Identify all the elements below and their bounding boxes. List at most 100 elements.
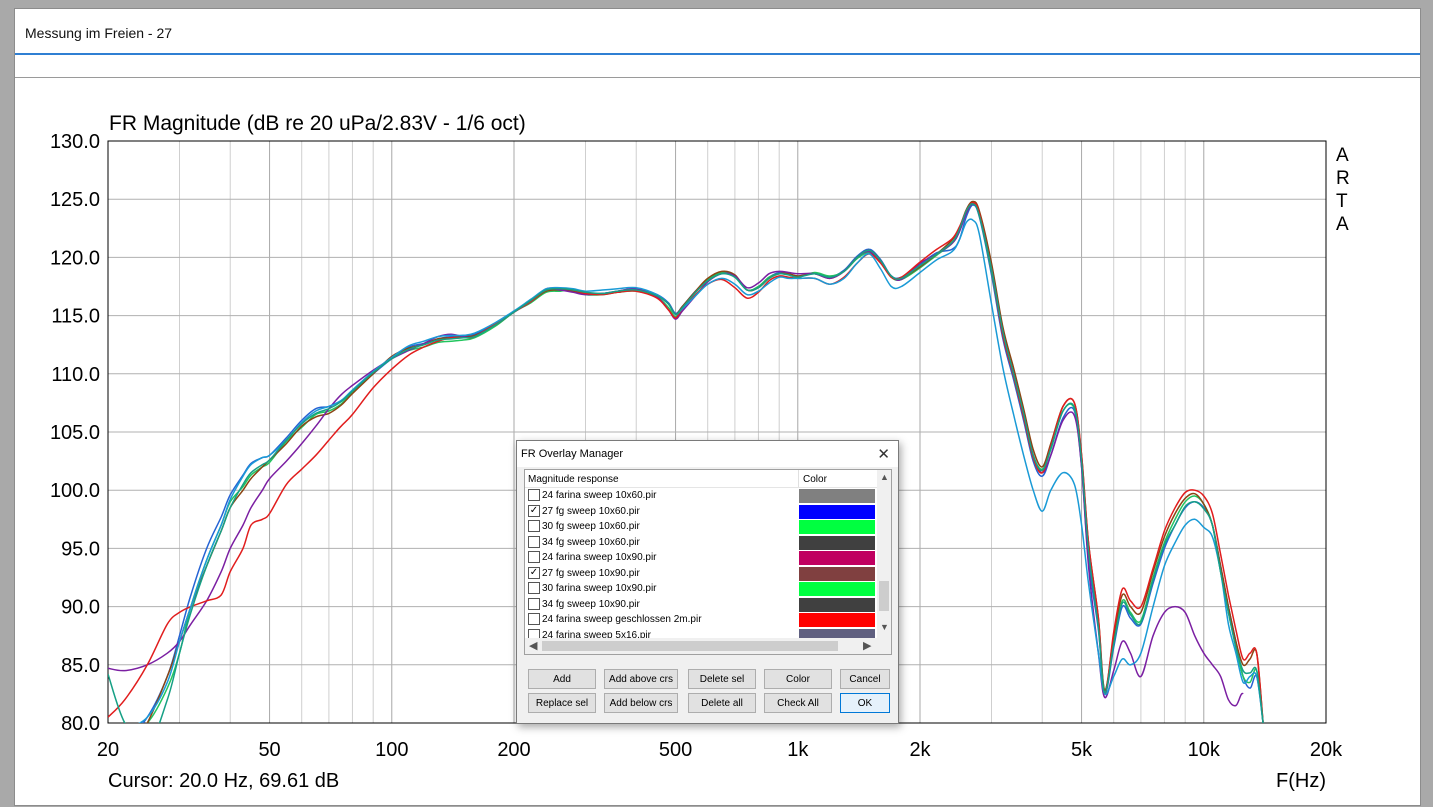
series-line-5 (108, 201, 1264, 723)
overlay-checkbox[interactable] (528, 520, 540, 532)
delete-all-button[interactable]: Delete all (688, 693, 756, 713)
y-axis-ticks: 130.0 125.0 120.0 115.0 110.0 105.0 100.0 95.0 9… (50, 131, 100, 735)
scroll-down-icon[interactable]: ▼ (880, 622, 889, 632)
column-divider[interactable] (798, 470, 799, 487)
scroll-up-icon[interactable]: ▲ (880, 472, 889, 482)
arta-letter: T (1336, 191, 1348, 212)
overlay-list-item[interactable]: ✓ 27 fg sweep 10x90.pir (525, 566, 877, 581)
overlay-item-label: 30 fg sweep 10x60.pir (542, 521, 640, 532)
overlay-item-label: 27 fg sweep 10x90.pir (542, 567, 640, 579)
overlay-checkbox[interactable] (528, 613, 540, 625)
list-header: Magnitude response Color (525, 470, 877, 488)
arta-letter: A (1336, 145, 1349, 166)
overlay-item-label: 24 farina sweep 5x16.pir (542, 629, 651, 641)
y-tick-label: 100.0 (50, 480, 100, 502)
app-window: Messung im Freien - 27 FR Magnitude (dB … (14, 8, 1421, 806)
color-swatch[interactable] (799, 613, 875, 627)
add-above-cursor-button[interactable]: Add above crs (604, 669, 678, 689)
delete-selected-button[interactable]: Delete sel (688, 669, 756, 689)
series-line-6 (138, 218, 1264, 723)
overlay-list-item[interactable]: 24 farina sweep 10x90.pir (525, 550, 877, 565)
x-tick-label: 500 (659, 739, 692, 761)
overlay-checkbox[interactable] (528, 535, 540, 548)
overlay-list-item[interactable]: 30 farina sweep 10x90.pir (525, 581, 877, 596)
overlay-item-label: 24 farina sweep 10x90.pir (542, 552, 657, 563)
x-tick-label: 2k (909, 739, 931, 761)
x-tick-label: 1k (787, 739, 809, 761)
y-tick-label: 130.0 (50, 131, 100, 153)
overlay-list-item[interactable]: 34 fg sweep 10x90.pir (525, 597, 877, 612)
column-header-color[interactable]: Color (803, 474, 827, 485)
color-swatch[interactable] (799, 520, 875, 534)
overlay-item-label: 30 farina sweep 10x90.pir (542, 583, 657, 594)
cursor-readout: Cursor: 20.0 Hz, 69.61 dB (108, 770, 339, 792)
overlay-item-label: 34 fg sweep 10x90.pir (542, 598, 640, 610)
color-swatch[interactable] (799, 504, 875, 519)
chart-series (108, 200, 1264, 723)
replace-selected-button[interactable]: Replace sel (528, 693, 596, 713)
column-header-name[interactable]: Magnitude response (528, 474, 619, 485)
color-swatch[interactable] (799, 566, 875, 581)
overlay-list-item[interactable]: 34 fg sweep 10x60.pir (525, 535, 877, 550)
y-tick-label: 90.0 (61, 597, 100, 619)
divider (15, 77, 1420, 78)
color-swatch[interactable] (799, 551, 875, 565)
close-icon[interactable]: ✕ (877, 446, 890, 463)
y-tick-label: 105.0 (50, 422, 100, 444)
overlay-list-item[interactable]: 30 fg sweep 10x60.pir (525, 519, 877, 534)
scroll-right-icon[interactable]: ▶ (863, 640, 872, 652)
overlay-checkbox[interactable] (528, 489, 540, 501)
title-bar: Messung im Freien - 27 (15, 9, 1420, 55)
horizontal-scroll-thumb[interactable] (542, 641, 838, 651)
window-title: Messung im Freien - 27 (25, 25, 173, 41)
x-axis-ticks: 20 50 100 200 500 1k 2k 5k 10k 20k (97, 739, 1343, 761)
overlay-item-label: 24 farina sweep geschlossen 2m.pir (542, 614, 702, 625)
y-tick-label: 120.0 (50, 247, 100, 269)
series-line-7 (108, 203, 1264, 723)
y-tick-label: 110.0 (51, 364, 100, 386)
overlay-checkbox[interactable] (528, 582, 540, 594)
horizontal-scrollbar[interactable]: ◀ ▶ (525, 638, 891, 654)
add-button[interactable]: Add (528, 669, 596, 689)
x-tick-label: 10k (1188, 739, 1221, 761)
color-swatch[interactable] (799, 597, 875, 612)
y-tick-label: 85.0 (61, 655, 100, 677)
overlay-list-item[interactable]: ✓ 27 fg sweep 10x60.pir (525, 504, 877, 519)
color-button[interactable]: Color (764, 669, 832, 689)
overlay-checkbox[interactable] (528, 597, 540, 610)
x-tick-label: 20k (1310, 739, 1343, 761)
overlay-list-item[interactable]: 24 farina sweep geschlossen 2m.pir (525, 612, 877, 627)
y-tick-label: 115.0 (51, 306, 100, 328)
y-tick-label: 125.0 (50, 189, 100, 211)
x-tick-label: 5k (1071, 739, 1093, 761)
overlay-list[interactable]: Magnitude response Color 24 farina sweep… (524, 469, 892, 655)
vertical-scrollbar[interactable]: ▲ ▼ (877, 470, 891, 638)
fr-overlay-manager-dialog: FR Overlay Manager ✕ Magnitude response … (516, 440, 899, 724)
check-all-button[interactable]: Check All (764, 693, 832, 713)
x-tick-label: 100 (375, 739, 408, 761)
arta-letter: A (1336, 214, 1349, 235)
overlay-list-item[interactable]: 24 farina sweep 10x60.pir (525, 488, 877, 503)
color-swatch[interactable] (799, 582, 875, 596)
color-swatch[interactable] (799, 489, 875, 503)
overlay-item-label: 27 fg sweep 10x60.pir (542, 505, 640, 517)
x-tick-label: 200 (497, 739, 530, 761)
y-tick-label: 95.0 (61, 538, 100, 560)
overlay-checkbox[interactable]: ✓ (528, 504, 540, 517)
overlay-item-label: 34 fg sweep 10x60.pir (542, 536, 640, 548)
dialog-title-bar[interactable]: FR Overlay Manager ✕ (517, 441, 898, 467)
chart-title: FR Magnitude (dB re 20 uPa/2.83V - 1/6 o… (109, 112, 526, 135)
ok-button[interactable]: OK (840, 693, 890, 713)
overlay-checkbox[interactable] (528, 551, 540, 563)
color-swatch[interactable] (799, 535, 875, 550)
x-tick-label: 50 (258, 739, 280, 761)
overlay-checkbox[interactable]: ✓ (528, 566, 540, 579)
add-below-cursor-button[interactable]: Add below crs (604, 693, 678, 713)
scroll-left-icon[interactable]: ◀ (529, 640, 538, 652)
x-axis-label: F(Hz) (1276, 770, 1326, 792)
dialog-title: FR Overlay Manager (521, 448, 624, 460)
vertical-scroll-thumb[interactable] (879, 581, 889, 611)
x-tick-label: 20 (97, 739, 119, 761)
cancel-button[interactable]: Cancel (840, 669, 890, 689)
